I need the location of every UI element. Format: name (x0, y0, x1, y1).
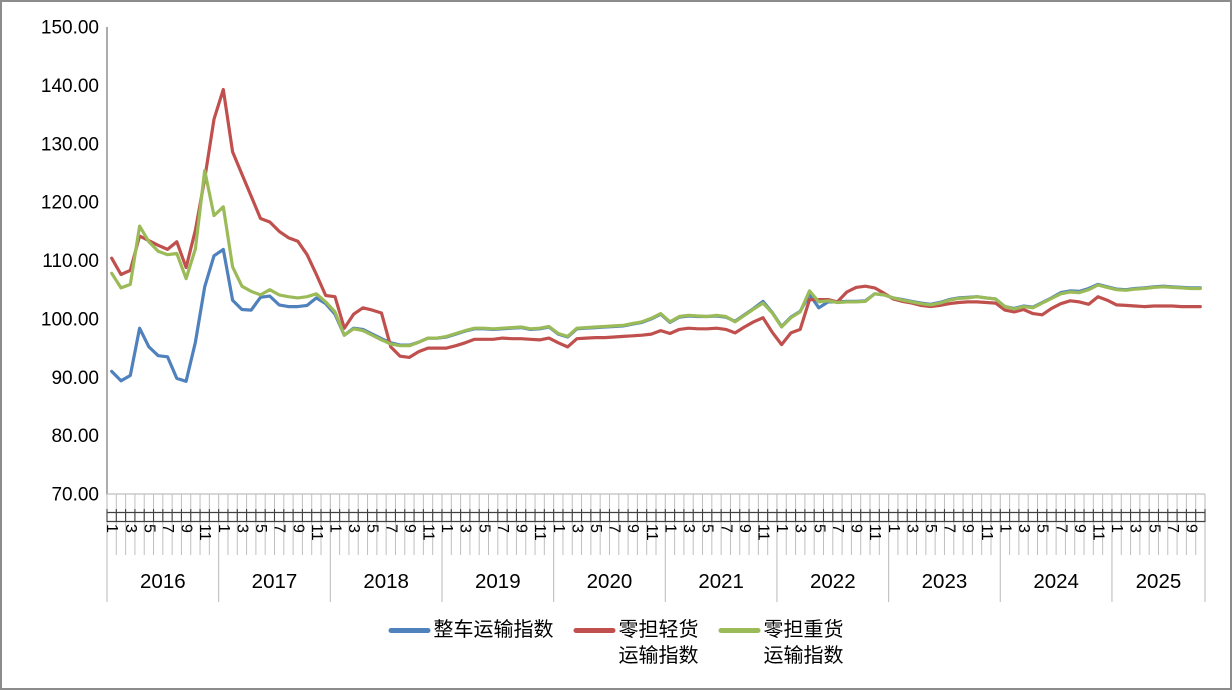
month-gridlines (106, 494, 1206, 602)
y-axis-tick-label: 70.00 (51, 485, 99, 506)
month-tick-label: 7 (159, 524, 176, 533)
y-axis-tick-label: 140.00 (41, 76, 99, 97)
month-tick-label: 3 (1015, 524, 1032, 533)
month-tick-label: 7 (271, 524, 288, 533)
month-tick-label: 5 (475, 524, 492, 533)
month-tick-label: 11 (866, 524, 883, 541)
month-tick-label: 1 (662, 524, 679, 533)
month-tick-label: 1 (550, 524, 567, 533)
year-label: 2017 (252, 570, 298, 593)
month-tick-label: 5 (587, 524, 604, 533)
month-tick-labels: 1 3 5 7 9 11 1 3 5 7 9 11 1 3 5 7 9 11 1 3 5 7 9 11 1 3 5 7 9 11 1 3 5 7 9… (103, 524, 1199, 541)
legend-entry-1: 零担轻货 运输指数 (573, 617, 699, 669)
month-tick-label: 7 (494, 524, 511, 533)
year-label: 2024 (1033, 570, 1079, 593)
month-tick-label: 11 (755, 524, 772, 541)
month-tick-label: 5 (1145, 524, 1162, 533)
month-tick-label: 11 (420, 524, 437, 541)
month-tick-label: 11 (1090, 524, 1107, 541)
month-tick-label: 1 (885, 524, 902, 533)
legend-line-swatch (573, 628, 616, 633)
month-tick-label: 1 (996, 524, 1013, 533)
month-tick-label: 7 (1052, 524, 1069, 533)
month-tick-label: 11 (978, 524, 995, 541)
y-axis-labels: 150.00 140.00 130.00 120.00 110.00 100.00 90.0… (41, 18, 99, 506)
year-label: 2016 (140, 570, 186, 593)
legend-line-swatch (388, 628, 431, 633)
month-tick-label: 11 (531, 524, 548, 541)
y-axis-tick-label: 120.00 (41, 193, 99, 214)
year-label: 2021 (698, 570, 744, 593)
month-tick-label: 3 (345, 524, 362, 533)
month-tick-label: 3 (1127, 524, 1144, 533)
y-axis-tick-label: 90.00 (51, 368, 99, 389)
y-axis-tick-label: 150.00 (41, 18, 99, 39)
legend-label: 整车运输指数 (433, 619, 554, 641)
y-axis-tick-label: 80.00 (51, 426, 99, 447)
month-tick-label: 7 (382, 524, 399, 533)
month-tick-label: 5 (810, 524, 827, 533)
month-tick-label: 3 (903, 524, 920, 533)
month-tick-label: 11 (308, 524, 325, 541)
month-tick-label: 1 (327, 524, 344, 533)
year-label: 2023 (922, 570, 968, 593)
month-tick-label: 5 (252, 524, 269, 533)
month-tick-label: 5 (140, 524, 157, 533)
year-labels: 2016 2017 2018 2019 2020 2021 2022 2023 2024 2025 (140, 570, 1181, 593)
month-tick-label: 5 (922, 524, 939, 533)
month-tick-label: 7 (717, 524, 734, 533)
y-axis-tick-label: 110.00 (42, 251, 99, 272)
month-tick-label: 9 (848, 524, 865, 533)
axis-lines (106, 27, 1205, 495)
month-tick-label: 3 (122, 524, 139, 533)
month-tick-label: 9 (401, 524, 418, 533)
year-label: 2025 (1136, 570, 1182, 593)
x-axis-tick-band (106, 509, 1206, 523)
month-tick-label: 7 (1164, 524, 1181, 533)
month-tick-label: 9 (624, 524, 641, 533)
month-tick-label: 3 (457, 524, 474, 533)
month-tick-label: 1 (438, 524, 455, 533)
month-tick-label: 3 (233, 524, 250, 533)
y-axis-tick-label: 130.00 (41, 134, 99, 155)
month-tick-label: 9 (959, 524, 976, 533)
month-tick-label: 3 (680, 524, 697, 533)
month-tick-label: 9 (1071, 524, 1088, 533)
month-tick-label: 5 (364, 524, 381, 533)
legend-entry-2: 零担重货 运输指数 (718, 617, 844, 669)
month-tick-label: 9 (513, 524, 530, 533)
legend-entry-0: 整车运输指数 (388, 617, 554, 643)
year-label: 2020 (587, 570, 633, 593)
month-tick-label: 11 (643, 524, 660, 541)
series-lines (110, 87, 1202, 383)
month-tick-label: 3 (568, 524, 585, 533)
series-line-1 (110, 87, 1202, 359)
year-label: 2019 (475, 570, 521, 593)
month-tick-label: 7 (941, 524, 958, 533)
year-label: 2022 (810, 570, 856, 593)
month-tick-label: 9 (1183, 524, 1200, 533)
series-line-2 (110, 169, 1202, 348)
year-label: 2018 (363, 570, 409, 593)
y-axis-tick-label: 100.00 (41, 309, 99, 330)
month-tick-label: 5 (699, 524, 716, 533)
month-tick-label: 9 (289, 524, 306, 533)
month-tick-label: 5 (1034, 524, 1051, 533)
legend-label: 零担重货 运输指数 (763, 619, 844, 667)
month-tick-label: 1 (773, 524, 790, 533)
month-tick-label: 7 (606, 524, 623, 533)
month-tick-label: 3 (792, 524, 809, 533)
month-tick-label: 1 (103, 524, 120, 533)
month-tick-label: 1 (1108, 524, 1125, 533)
month-tick-label: 9 (178, 524, 195, 533)
chart-legend: 整车运输指数 零担轻货 运输指数 零担重货 运输指数 (388, 617, 844, 669)
legend-line-swatch (718, 628, 761, 633)
month-tick-label: 11 (196, 524, 213, 541)
month-tick-label: 1 (215, 524, 232, 533)
month-tick-label: 7 (829, 524, 846, 533)
month-tick-label: 9 (736, 524, 753, 533)
legend-label: 零担轻货 运输指数 (618, 619, 699, 667)
